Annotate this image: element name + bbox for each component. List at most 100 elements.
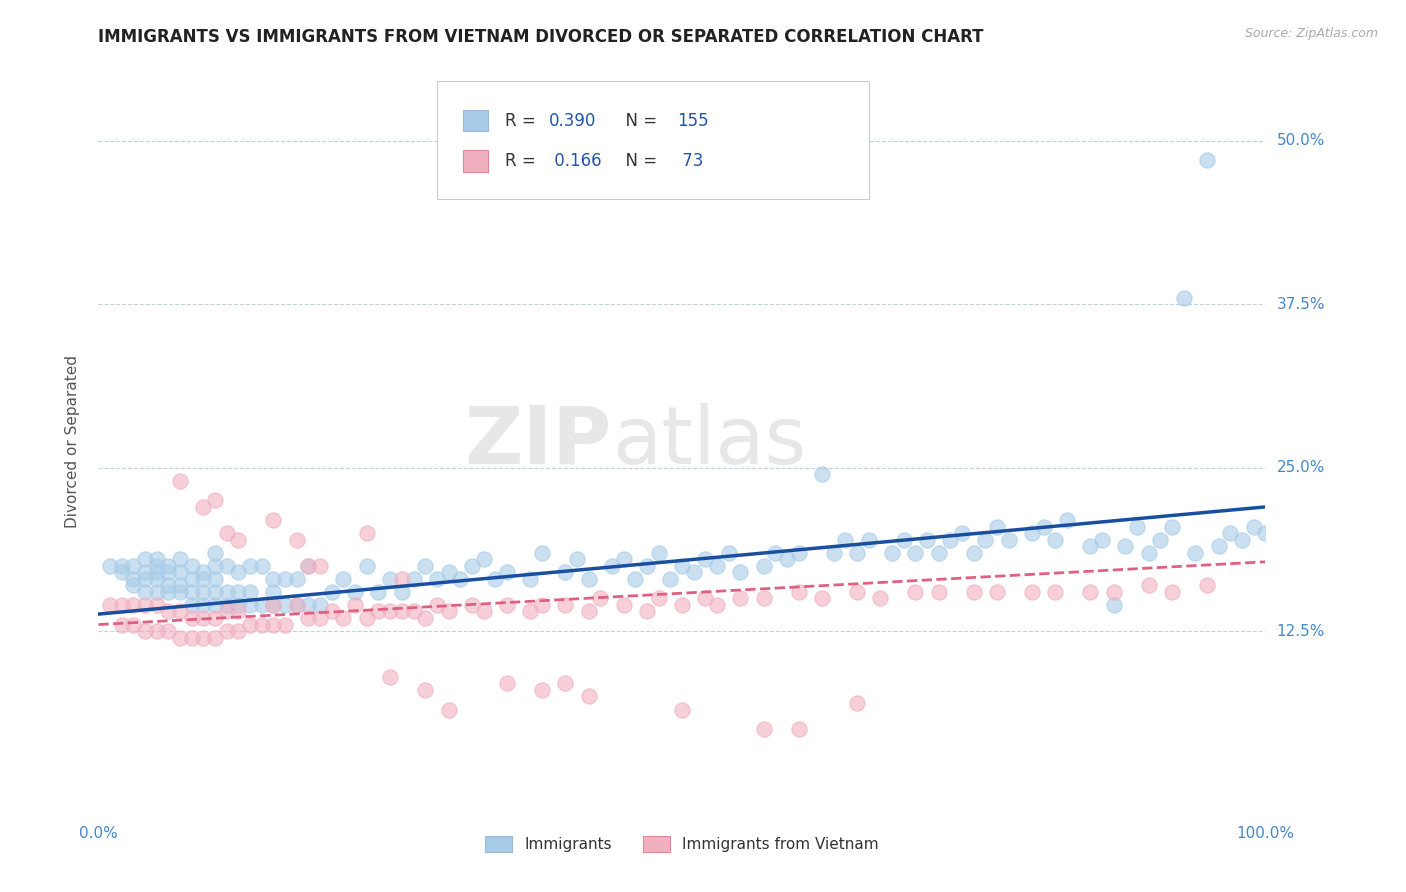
Point — [636, 605, 658, 619]
Point — [122, 578, 145, 592]
Point — [962, 585, 984, 599]
Point — [157, 558, 180, 573]
Point — [939, 533, 962, 547]
Point — [239, 617, 262, 632]
Point — [730, 591, 752, 606]
Point — [1137, 578, 1160, 592]
Point — [600, 558, 623, 573]
Point — [962, 546, 984, 560]
Point — [262, 572, 284, 586]
Point — [752, 591, 775, 606]
Point — [250, 617, 273, 632]
Point — [146, 558, 169, 573]
Point — [111, 566, 134, 580]
FancyBboxPatch shape — [463, 111, 488, 131]
Point — [858, 533, 880, 547]
Point — [565, 552, 588, 566]
Point — [846, 585, 869, 599]
Text: 25.0%: 25.0% — [1277, 460, 1324, 475]
Point — [193, 598, 215, 612]
Point — [461, 598, 484, 612]
Point — [554, 676, 576, 690]
Point — [157, 578, 180, 592]
Point — [215, 605, 238, 619]
Point — [1161, 585, 1184, 599]
Point — [472, 605, 495, 619]
Point — [811, 467, 834, 482]
Point — [613, 598, 636, 612]
Point — [169, 578, 191, 592]
Point — [228, 624, 250, 639]
Point — [706, 558, 728, 573]
Point — [380, 670, 402, 684]
Point — [250, 558, 273, 573]
Point — [578, 690, 600, 704]
Point — [706, 598, 728, 612]
Point — [111, 558, 134, 573]
Point — [193, 631, 215, 645]
Point — [122, 558, 145, 573]
Point — [695, 591, 717, 606]
Point — [285, 598, 308, 612]
Text: 12.5%: 12.5% — [1277, 624, 1324, 639]
Point — [215, 624, 238, 639]
Point — [146, 552, 169, 566]
Point — [157, 566, 180, 580]
Point — [1080, 539, 1102, 553]
Point — [1021, 585, 1043, 599]
Point — [928, 585, 950, 599]
Point — [146, 598, 169, 612]
Point — [974, 533, 997, 547]
Point — [228, 566, 250, 580]
Point — [204, 546, 226, 560]
Point — [776, 552, 799, 566]
Point — [1184, 546, 1206, 560]
Point — [530, 546, 553, 560]
Point — [146, 572, 169, 586]
Text: atlas: atlas — [612, 402, 806, 481]
Point — [169, 474, 191, 488]
Point — [659, 572, 682, 586]
Point — [834, 533, 856, 547]
Point — [823, 546, 845, 560]
Point — [1126, 519, 1149, 533]
Point — [695, 552, 717, 566]
Point — [356, 558, 378, 573]
Point — [472, 552, 495, 566]
Point — [193, 500, 215, 514]
Point — [228, 605, 250, 619]
Point — [215, 585, 238, 599]
Point — [1045, 585, 1067, 599]
Point — [122, 617, 145, 632]
Point — [180, 585, 202, 599]
Point — [98, 558, 121, 573]
Point — [169, 566, 191, 580]
Point — [146, 585, 169, 599]
Point — [98, 598, 121, 612]
Point — [239, 598, 262, 612]
Point — [1161, 519, 1184, 533]
Point — [215, 558, 238, 573]
Point — [869, 591, 891, 606]
Point — [193, 585, 215, 599]
Point — [169, 552, 191, 566]
Point — [787, 585, 810, 599]
Point — [1091, 533, 1114, 547]
Point — [285, 598, 308, 612]
Point — [915, 533, 938, 547]
Point — [461, 558, 484, 573]
Point — [950, 526, 973, 541]
Point — [928, 546, 950, 560]
Text: 50.0%: 50.0% — [1277, 134, 1324, 148]
Point — [519, 572, 541, 586]
Point — [1137, 546, 1160, 560]
Point — [402, 572, 425, 586]
Point — [169, 631, 191, 645]
Point — [239, 558, 262, 573]
Point — [1045, 533, 1067, 547]
Point — [437, 702, 460, 716]
Point — [1056, 513, 1078, 527]
Point — [380, 572, 402, 586]
Point — [274, 617, 297, 632]
Point — [496, 598, 519, 612]
